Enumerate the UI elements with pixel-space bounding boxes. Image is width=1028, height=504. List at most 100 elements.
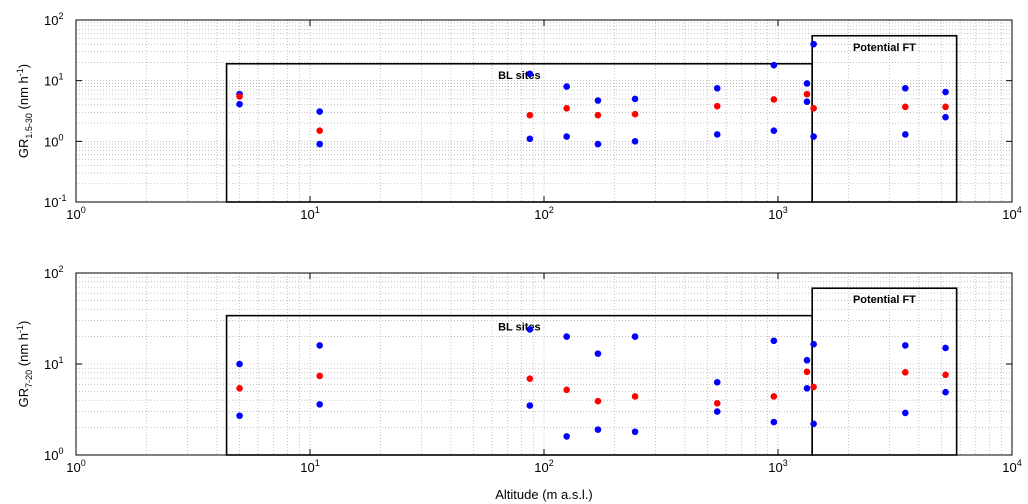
data-point: [631, 95, 639, 103]
data-point: [902, 84, 909, 92]
y-tick-label-exp: 1: [58, 355, 63, 365]
x-tick-label-base: 10: [534, 460, 548, 475]
y-tick-label-exp: 0: [58, 132, 63, 142]
x-tick-label: 104: [1002, 458, 1021, 475]
data-point: [713, 84, 721, 92]
data-point: [236, 360, 243, 368]
data-point: [713, 102, 721, 110]
data-point: [713, 399, 721, 407]
data-point: [942, 113, 949, 121]
y-tick-label-exp: -1: [58, 193, 66, 203]
region-label: Potential FT: [853, 42, 916, 54]
x-tick-label-exp: 1: [315, 458, 320, 468]
data-point: [563, 333, 570, 340]
data-point: [236, 100, 243, 108]
data-point: [713, 378, 721, 386]
region-box: [225, 62, 813, 203]
data-point: [236, 412, 243, 420]
y-tick-label: 102: [44, 11, 63, 28]
data-point: [803, 90, 811, 98]
grid: [76, 20, 1012, 202]
data-point: [526, 111, 534, 119]
data-point: [563, 133, 570, 140]
region-box: [811, 287, 958, 456]
data-point: [810, 420, 817, 428]
x-tick-label-base: 10: [768, 460, 782, 475]
x-tick-label-base: 10: [66, 207, 80, 222]
y-tick-label: 100: [44, 132, 63, 149]
data-point: [236, 93, 243, 100]
data-point: [563, 386, 570, 394]
data-point: [563, 105, 570, 112]
y-tick-label-base: 10: [44, 13, 58, 28]
data-point: [236, 385, 243, 392]
y-tick-label: 100: [44, 446, 63, 463]
data-point: [902, 369, 909, 376]
data-point: [942, 371, 949, 379]
data-point: [316, 342, 323, 349]
region-label: Potential FT: [853, 294, 916, 306]
series-2: [236, 368, 949, 407]
series-2: [236, 90, 949, 134]
y-tick-label-base: 10: [44, 357, 58, 372]
y-tick-label: 101: [44, 72, 63, 89]
y-axis-label-main: GR: [16, 139, 31, 159]
data-point: [594, 140, 602, 148]
y-tick-label-base: 10: [44, 266, 58, 281]
data-point: [526, 135, 534, 143]
y-axis-label-sub: 7-20: [24, 370, 34, 388]
data-point: [770, 418, 778, 426]
data-point: [563, 433, 570, 440]
data-point: [631, 333, 639, 340]
data-point: [316, 108, 323, 115]
y-tick-label-exp: 0: [58, 446, 63, 456]
data-point: [631, 428, 639, 436]
x-tick-label-exp: 3: [783, 205, 788, 215]
data-point: [316, 401, 323, 408]
y-tick-label-exp: 2: [58, 264, 63, 274]
series-1: [236, 40, 949, 148]
x-tick-label: 103: [768, 458, 787, 475]
data-point: [942, 88, 949, 96]
data-point: [631, 393, 639, 400]
x-tick-label-base: 10: [1002, 207, 1016, 222]
data-point: [594, 350, 602, 357]
x-tick-label-base: 10: [1002, 460, 1016, 475]
data-point: [810, 133, 817, 140]
x-tick-label: 103: [768, 205, 787, 222]
data-point: [902, 103, 909, 111]
y-axis-label: GR1.5-30 (nm h-1): [15, 64, 34, 158]
x-tick-label-base: 10: [300, 207, 314, 222]
x-tick-label: 102: [534, 458, 553, 475]
data-point: [316, 127, 323, 134]
data-point: [803, 80, 811, 87]
data-point: [770, 61, 778, 69]
x-axis-label: Altitude (m a.s.l.): [495, 487, 593, 502]
data-point: [713, 131, 721, 138]
x-tick-label: 100: [66, 205, 85, 222]
data-point: [810, 340, 817, 348]
y-tick-label-base: 10: [44, 74, 58, 89]
data-point: [526, 326, 534, 333]
data-point: [770, 393, 778, 400]
data-point: [902, 409, 909, 417]
y-tick-label: 102: [44, 264, 63, 281]
data-point: [594, 111, 602, 119]
data-point: [526, 402, 534, 409]
region-label: BL sites: [498, 322, 541, 334]
data-point: [631, 110, 639, 118]
y-axis-label-unit-exp: -1: [15, 325, 25, 333]
y-tick-label: 101: [44, 355, 63, 372]
x-tick-label-exp: 2: [549, 205, 554, 215]
x-tick-label: 104: [1002, 205, 1021, 222]
x-tick-label-base: 10: [768, 207, 782, 222]
data-point: [526, 70, 534, 78]
x-tick-label-exp: 3: [783, 458, 788, 468]
data-point: [803, 385, 811, 392]
y-axis-label-unit: (nm h: [16, 76, 31, 113]
data-point: [803, 368, 811, 376]
y-axis-label-unit: (nm h: [16, 333, 31, 370]
data-point: [810, 40, 817, 48]
